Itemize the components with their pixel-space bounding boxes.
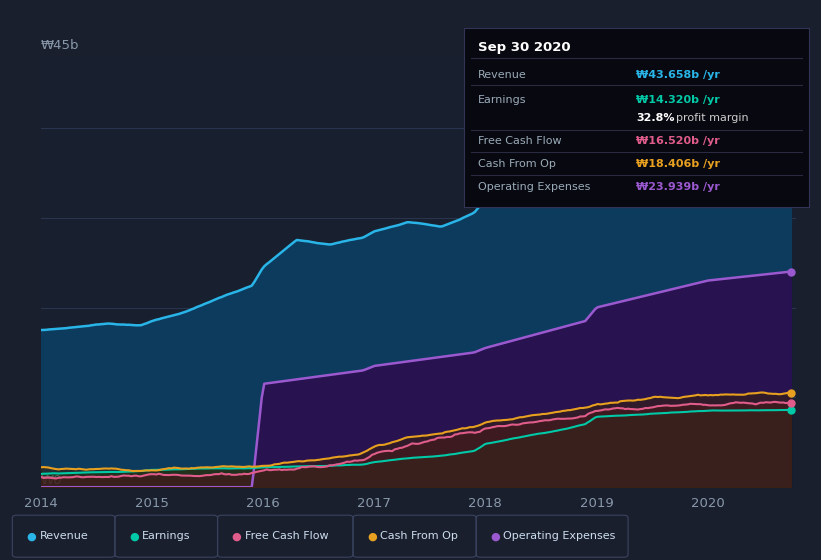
Text: ₩14.320b /yr: ₩14.320b /yr [636,95,720,105]
Text: ●: ● [232,531,241,541]
Text: ₩18.406b /yr: ₩18.406b /yr [636,159,720,169]
Text: ●: ● [129,531,139,541]
Text: ₩23.939b /yr: ₩23.939b /yr [636,183,720,193]
Text: ₩16.520b /yr: ₩16.520b /yr [636,136,720,146]
Text: Operating Expenses: Operating Expenses [478,183,590,193]
Text: Revenue: Revenue [39,531,88,541]
Text: Operating Expenses: Operating Expenses [503,531,616,541]
Text: Earnings: Earnings [142,531,190,541]
Text: Free Cash Flow: Free Cash Flow [245,531,328,541]
Text: profit margin: profit margin [676,113,749,123]
Text: ●: ● [26,531,36,541]
Text: ₩0: ₩0 [41,474,62,487]
Text: Revenue: Revenue [478,69,526,80]
Text: Earnings: Earnings [478,95,526,105]
Text: Free Cash Flow: Free Cash Flow [478,136,562,146]
Text: ₩43.658b /yr: ₩43.658b /yr [636,69,720,80]
Text: ●: ● [490,531,500,541]
Text: Cash From Op: Cash From Op [380,531,458,541]
Text: Cash From Op: Cash From Op [478,159,556,169]
Text: 32.8%: 32.8% [636,113,675,123]
Text: ₩45b: ₩45b [41,39,80,52]
Text: Sep 30 2020: Sep 30 2020 [478,40,571,54]
Text: ●: ● [367,531,377,541]
